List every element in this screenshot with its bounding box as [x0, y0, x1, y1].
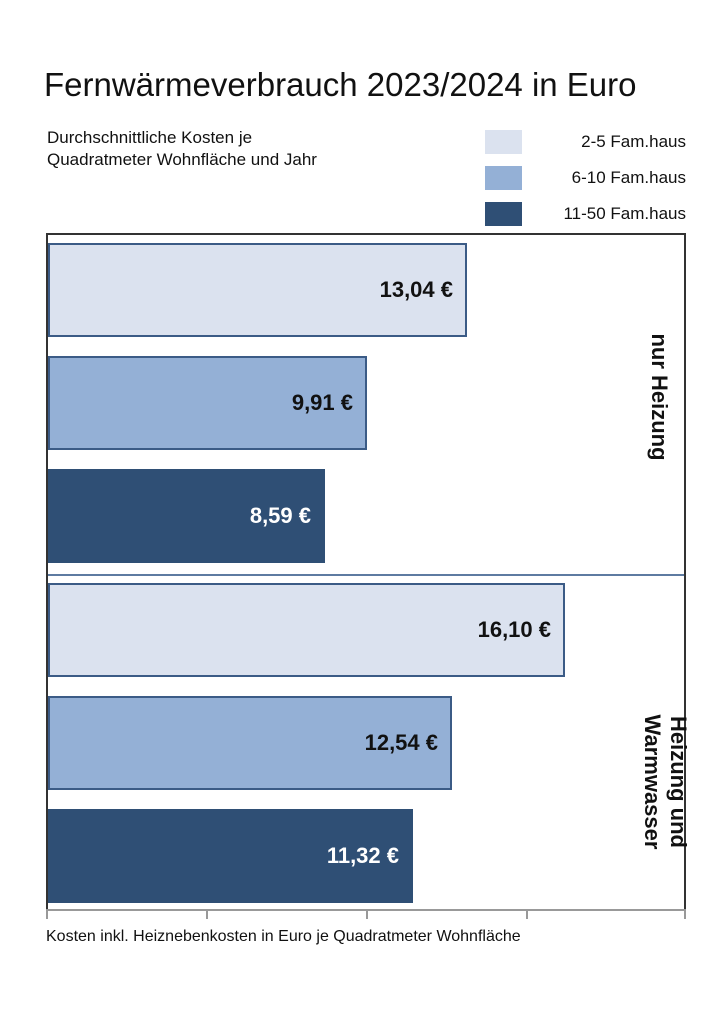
legend-item-2-5: 2-5 Fam.haus: [485, 124, 686, 160]
bar-warmwasser-11-50: 11,32 €: [48, 809, 413, 903]
legend-label: 11-50 Fam.haus: [563, 204, 686, 223]
group-label-nur-heizung: nur Heizung: [647, 333, 672, 461]
group-label-line-2: Warmwasser: [640, 714, 665, 850]
bar-value-label: 9,91 €: [291, 390, 353, 415]
bar-warmwasser-2-5: 16,10 €: [48, 583, 565, 677]
legend-swatch-icon: [485, 166, 522, 190]
bar-value-label: 16,10 €: [477, 617, 551, 642]
bar-heizung-2-5: 13,04 €: [48, 243, 467, 337]
bar-value-label: 13,04 €: [379, 277, 453, 302]
bar-value-label: 8,59 €: [249, 503, 311, 528]
x-tick-0: [46, 909, 48, 919]
subtitle-line-2: Quadratmeter Wohnfläche und Jahr: [47, 150, 317, 169]
bar-heizung-11-50: 8,59 €: [48, 469, 325, 563]
legend-label: 2-5 Fam.haus: [581, 132, 686, 151]
x-tick-20: [684, 909, 686, 919]
x-tick-5: [206, 909, 208, 919]
bar-warmwasser-6-10: 12,54 €: [48, 696, 452, 790]
group-label-heizung-warmwasser: Heizung und Warmwasser: [639, 692, 691, 872]
bar-value-label: 11,32 €: [326, 843, 399, 868]
chart-subtitle: Durchschnittliche Kosten je Quadratmeter…: [47, 127, 407, 171]
legend-label: 6-10 Fam.haus: [571, 168, 686, 187]
legend-item-11-50: 11-50 Fam.haus: [485, 196, 686, 232]
x-tick-10: [366, 909, 368, 919]
bar-heizung-6-10: 9,91 €: [48, 356, 367, 450]
x-tick-15: [526, 909, 528, 919]
plot-area: 13,04 € 9,91 € 8,59 € 16,10 € 12,54 € 11…: [46, 233, 691, 910]
bar-value-label: 12,54 €: [364, 730, 438, 755]
x-axis-label: Kosten inkl. Heiznebenkosten in Euro je …: [46, 928, 521, 945]
legend-swatch-icon: [485, 202, 522, 226]
group-separator: [48, 574, 684, 576]
legend: 2-5 Fam.haus 6-10 Fam.haus 11-50 Fam.hau…: [485, 124, 686, 232]
legend-item-6-10: 6-10 Fam.haus: [485, 160, 686, 196]
subtitle-line-1: Durchschnittliche Kosten je: [47, 128, 253, 147]
group-label-line-1: Heizung und: [666, 716, 691, 848]
legend-swatch-icon: [485, 130, 522, 154]
chart-title: Fernwärmeverbrauch 2023/2024 in Euro: [44, 66, 637, 103]
